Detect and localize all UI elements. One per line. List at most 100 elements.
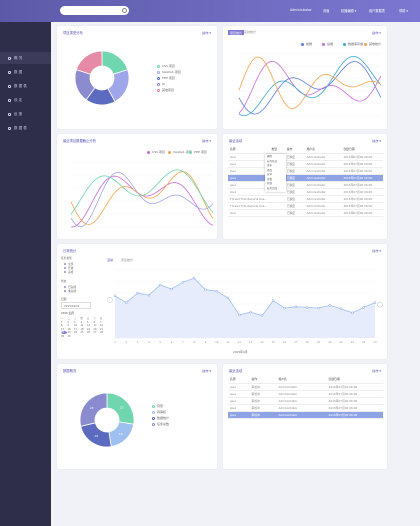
- sidebar-item-overview[interactable]: 概 况: [0, 52, 51, 64]
- data-point[interactable]: [238, 313, 241, 317]
- calendar-day[interactable]: 18: [80, 327, 84, 331]
- table-row[interactable]: Thread First Reports Use... 已确定 Administra…: [228, 202, 383, 210]
- calendar-day[interactable]: 8: [61, 324, 63, 327]
- calendar-day[interactable]: 1: [61, 320, 63, 324]
- column-header[interactable]: 名称: [228, 376, 250, 384]
- data-point[interactable]: [249, 310, 252, 314]
- table-row[interactable]: Java 已确定 Administrator 2015年07月00 06:00: [228, 181, 383, 189]
- card-menu-button[interactable]: 操作 ▾: [372, 369, 381, 373]
- calendar-day[interactable]: 14: [100, 324, 103, 327]
- data-point[interactable]: [113, 294, 117, 298]
- sidebar-item-tables-2[interactable]: 数 据 表: [0, 122, 51, 134]
- table-row[interactable]: Java 审核中 Administrator 2015年07月00 06:00: [228, 411, 383, 419]
- dropdown-item[interactable]: 删除: [267, 155, 273, 158]
- calendar-day[interactable]: 3: [74, 320, 76, 324]
- card-menu-button[interactable]: 操作 ▾: [372, 139, 381, 143]
- dropdown-item[interactable]: 发布: [267, 164, 273, 167]
- table-row[interactable]: Java 审核中 Administrator 2015年07月00 06:00: [228, 383, 383, 391]
- legend-item[interactable]: 数据库存储: [343, 42, 363, 46]
- search-input[interactable]: [60, 6, 129, 15]
- calendar-day[interactable]: 27: [93, 331, 97, 334]
- user-name[interactable]: Administrator: [290, 8, 312, 12]
- table-row[interactable]: Java 已确定 Administrator 2015年07月00 06:00: [228, 167, 383, 175]
- legend-item[interactable]: CSS 项目: [157, 64, 175, 68]
- filter-option[interactable]: 全部: [64, 262, 111, 266]
- prev-arrow-icon[interactable]: [107, 297, 113, 303]
- calendar-day[interactable]: 13: [93, 324, 97, 327]
- filter-option[interactable]: 未完成: [64, 289, 111, 293]
- data-point[interactable]: [272, 299, 275, 302]
- calendar-day[interactable]: 29: [61, 334, 64, 338]
- calendar-day[interactable]: 15: [61, 327, 64, 331]
- data-point[interactable]: [147, 293, 151, 297]
- column-header[interactable]: 创建日期: [326, 376, 383, 384]
- legend-item[interactable]: Vanilla1 项目: [168, 150, 192, 154]
- legend-item[interactable]: 其他项目: [157, 88, 174, 92]
- data-point[interactable]: [283, 306, 286, 310]
- tab-activity[interactable]: 活动: [107, 258, 114, 262]
- data-point[interactable]: [362, 306, 365, 309]
- dropdown-item[interactable]: 分享: [267, 173, 273, 176]
- nav-users[interactable]: 用户数据表: [369, 9, 385, 13]
- calendar-day[interactable]: 24: [74, 331, 77, 334]
- data-point[interactable]: [125, 301, 128, 304]
- legend-item[interactable]: PHP 项目: [157, 76, 175, 80]
- sidebar-item-data[interactable]: 数 据: [0, 66, 51, 78]
- donut-slice[interactable]: [75, 50, 103, 75]
- calendar-day[interactable]: 17: [74, 327, 77, 331]
- data-point[interactable]: [181, 280, 185, 284]
- data-point[interactable]: [158, 283, 162, 287]
- dropdown-item[interactable]: 标为已读: [267, 159, 278, 163]
- data-point[interactable]: [204, 288, 207, 291]
- card-menu-button[interactable]: 操作 ▾: [372, 249, 381, 253]
- data-point[interactable]: [136, 291, 139, 295]
- tab-project-stats[interactable]: 项目统计: [228, 30, 245, 35]
- legend-item[interactable]: Vanilla1 项目: [157, 70, 181, 74]
- column-header[interactable]: 用户名: [304, 146, 342, 154]
- table-row[interactable]: Java 已确定 Administrator 2015年07月00 06:00: [228, 188, 383, 196]
- data-point[interactable]: [215, 289, 218, 293]
- table-row[interactable]: Java 已确定 Administrator 2015年07月00 06:00: [228, 153, 383, 161]
- filter-option[interactable]: 已完成: [64, 285, 111, 289]
- table-row[interactable]: Thread First Reports Use... 已确定 Administra…: [228, 195, 383, 203]
- column-header[interactable]: 名称: [228, 146, 270, 154]
- table-row[interactable]: Java 已确定 Administrator 2015年07月00 06:00: [228, 174, 383, 182]
- calendar-day[interactable]: 10: [74, 324, 77, 327]
- data-point[interactable]: [317, 306, 320, 310]
- calendar-day[interactable]: 23: [67, 331, 71, 334]
- calendar-day[interactable]: 25: [80, 331, 84, 334]
- data-point[interactable]: [192, 276, 196, 280]
- card-menu-button[interactable]: 操作 ▾: [202, 31, 211, 35]
- nav-pages[interactable]: 页面: [323, 9, 330, 13]
- table-row[interactable]: Java 已确定 Administrator 2015年07月00 06:00: [228, 209, 383, 217]
- tab-comments[interactable]: 评论统计: [121, 258, 134, 262]
- dropdown-item[interactable]: 标为完成: [267, 186, 278, 190]
- dropdown-item[interactable]: 查看: [267, 177, 273, 181]
- date-input[interactable]: 2015/04/01: [61, 302, 91, 309]
- nav-help[interactable]: 帮助 ▾: [399, 9, 408, 13]
- calendar-day[interactable]: 6: [93, 320, 95, 324]
- filter-option[interactable]: 开放: [64, 266, 111, 270]
- data-point[interactable]: [328, 304, 332, 307]
- card-menu-button[interactable]: 操作 ▾: [202, 139, 211, 143]
- sidebar-item-feedback[interactable]: 反 馈: [0, 108, 51, 120]
- sidebar-item-settings[interactable]: 设 定: [0, 94, 51, 106]
- data-point[interactable]: [294, 305, 298, 308]
- calendar-day[interactable]: 7: [100, 320, 102, 324]
- column-header[interactable]: 操作: [284, 146, 305, 154]
- card-menu-button[interactable]: 操作 ▾: [202, 369, 211, 373]
- filter-option[interactable]: 完成: [64, 270, 111, 274]
- table-row[interactable]: Java 审核中 Administrator 2015年07月00 06:00: [228, 397, 383, 405]
- dropdown-item[interactable]: 复制: [267, 182, 273, 185]
- calendar-day[interactable]: 16: [67, 327, 71, 331]
- table-row[interactable]: Java 已确定 Administrator 2015年07月00 06:00: [228, 160, 383, 168]
- legend-item[interactable]: 其他统计: [364, 42, 381, 46]
- column-header[interactable]: 类型: [269, 146, 285, 154]
- legend-item[interactable]: CSS 项目: [147, 150, 165, 154]
- table-row[interactable]: Java 审核中 Administrator 2015年07月00 06:00: [228, 404, 383, 412]
- calendar-day[interactable]: 2: [67, 320, 69, 324]
- tab-realtime[interactable]: 实时统计: [244, 30, 257, 34]
- legend-item[interactable]: 后端: [322, 42, 333, 46]
- legend-item[interactable]: 任务总数: [152, 422, 169, 426]
- calendar-day[interactable]: 30: [67, 334, 71, 338]
